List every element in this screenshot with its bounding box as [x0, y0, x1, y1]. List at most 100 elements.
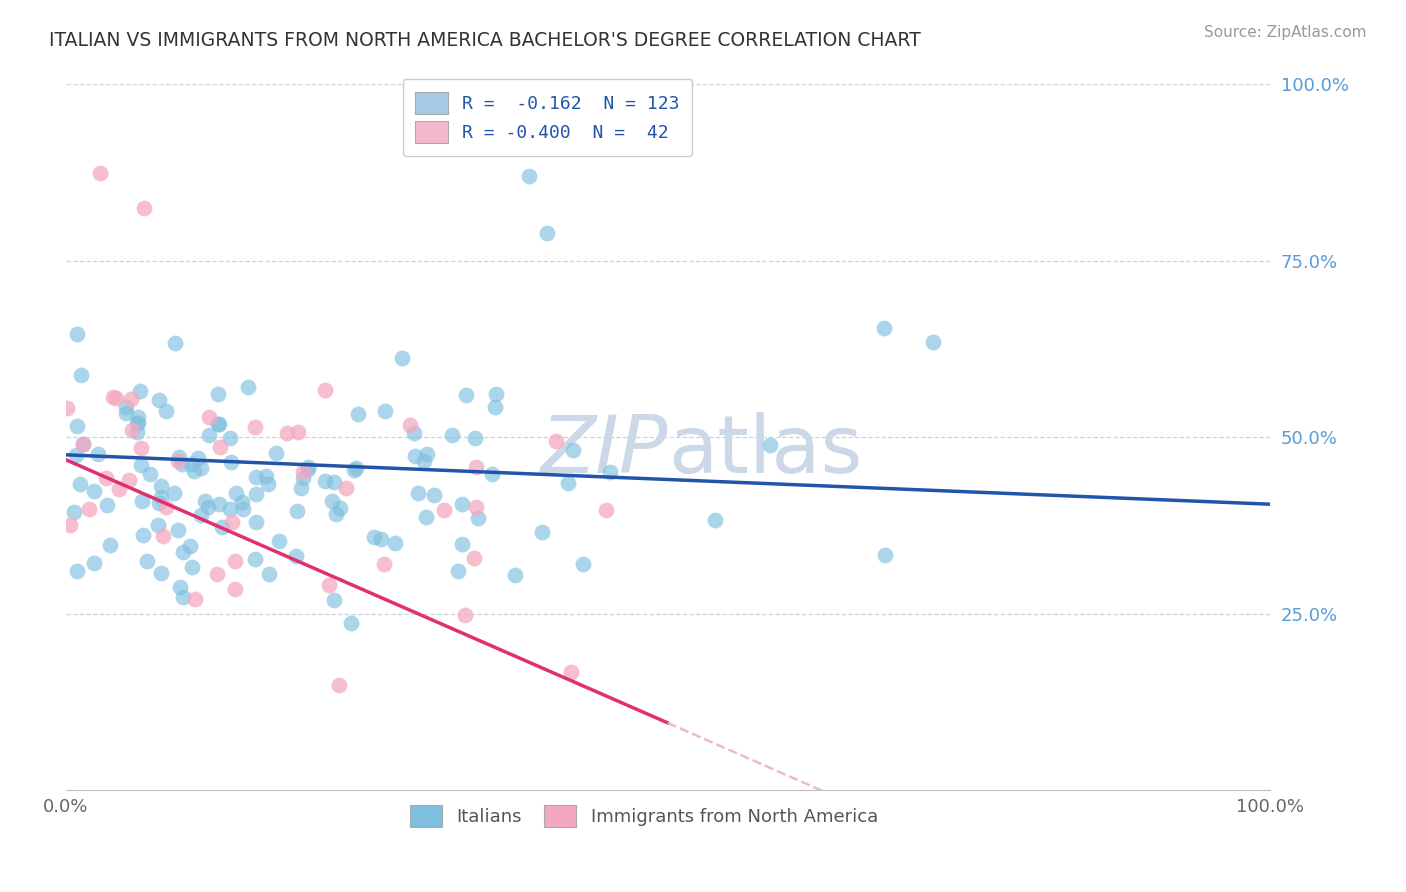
Point: [236, 380, 259, 394]
Point: [292, 470, 315, 484]
Point: [231, 495, 253, 509]
Point: [245, 419, 267, 434]
Point: [453, 608, 475, 623]
Point: [433, 503, 456, 517]
Point: [557, 475, 579, 490]
Point: [179, 539, 201, 553]
Point: [243, 552, 266, 566]
Point: [114, 401, 136, 415]
Point: [232, 502, 254, 516]
Point: [63, 505, 86, 519]
Point: [325, 507, 347, 521]
Point: [180, 457, 202, 471]
Point: [183, 464, 205, 478]
Text: atlas: atlas: [668, 412, 862, 491]
Point: [329, 501, 352, 516]
Point: [221, 515, 243, 529]
Point: [101, 391, 124, 405]
Point: [139, 467, 162, 482]
Point: [257, 477, 280, 491]
Point: [221, 455, 243, 469]
Point: [83, 483, 105, 498]
Legend: Italians, Immigrants from North America: Italians, Immigrants from North America: [402, 797, 884, 834]
Point: [190, 508, 212, 522]
Point: [404, 426, 426, 441]
Point: [205, 566, 228, 581]
Point: [517, 169, 540, 183]
Point: [194, 494, 217, 508]
Point: [219, 431, 242, 445]
Point: [481, 467, 503, 481]
Point: [531, 524, 554, 539]
Point: [412, 454, 434, 468]
Point: [94, 471, 117, 485]
Point: [344, 460, 367, 475]
Point: [287, 425, 309, 439]
Point: [219, 502, 242, 516]
Point: [115, 406, 138, 420]
Point: [59, 517, 82, 532]
Point: [224, 553, 246, 567]
Point: [440, 428, 463, 442]
Point: [454, 388, 477, 402]
Point: [297, 459, 319, 474]
Point: [121, 423, 143, 437]
Point: [207, 387, 229, 401]
Point: [264, 446, 287, 460]
Point: [127, 409, 149, 424]
Point: [155, 500, 177, 514]
Point: [373, 557, 395, 571]
Point: [197, 428, 219, 442]
Point: [197, 500, 219, 514]
Point: [127, 416, 149, 430]
Point: [96, 498, 118, 512]
Point: [184, 592, 207, 607]
Point: [595, 503, 617, 517]
Point: [267, 533, 290, 548]
Point: [285, 504, 308, 518]
Point: [211, 520, 233, 534]
Point: [148, 496, 170, 510]
Point: [207, 417, 229, 431]
Point: [546, 434, 568, 448]
Point: [120, 392, 142, 406]
Point: [224, 582, 246, 596]
Point: [129, 384, 152, 399]
Point: [384, 536, 406, 550]
Text: ZIP: ZIP: [540, 412, 668, 491]
Point: [340, 615, 363, 630]
Point: [190, 460, 212, 475]
Point: [131, 441, 153, 455]
Point: [363, 530, 385, 544]
Point: [208, 417, 231, 431]
Point: [98, 538, 121, 552]
Text: Source: ZipAtlas.com: Source: ZipAtlas.com: [1204, 25, 1367, 40]
Point: [208, 440, 231, 454]
Point: [415, 447, 437, 461]
Point: [328, 678, 350, 692]
Point: [132, 528, 155, 542]
Point: [875, 548, 897, 562]
Point: [150, 479, 173, 493]
Point: [467, 511, 489, 525]
Point: [422, 488, 444, 502]
Point: [72, 436, 94, 450]
Point: [321, 493, 343, 508]
Point: [391, 351, 413, 366]
Point: [66, 419, 89, 434]
Point: [131, 494, 153, 508]
Point: [129, 458, 152, 472]
Point: [318, 578, 340, 592]
Point: [149, 566, 172, 580]
Point: [65, 448, 87, 462]
Point: [292, 466, 315, 480]
Point: [408, 485, 430, 500]
Point: [257, 566, 280, 581]
Point: [148, 518, 170, 533]
Point: [873, 321, 896, 335]
Point: [132, 201, 155, 215]
Point: [198, 409, 221, 424]
Point: [167, 523, 190, 537]
Point: [65, 327, 87, 342]
Point: [172, 590, 194, 604]
